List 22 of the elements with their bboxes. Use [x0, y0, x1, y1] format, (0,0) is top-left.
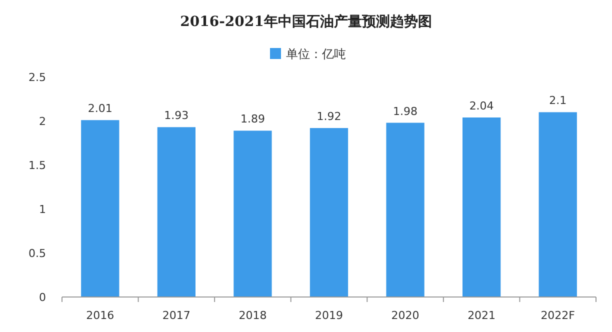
chart-title: 2016-2021年中国石油产量预测趋势图 — [180, 13, 432, 30]
data-label: 2.1 — [549, 94, 567, 108]
data-label: 1.89 — [240, 112, 265, 126]
y-tick-label: 1 — [39, 203, 46, 216]
y-tick-label: 0.5 — [28, 247, 46, 260]
y-tick-label: 2.5 — [28, 71, 46, 84]
y-tick-label: 1.5 — [28, 159, 46, 172]
x-tick-label: 2018 — [238, 309, 267, 322]
x-tick-label: 2020 — [391, 309, 420, 322]
x-tick-label: 2021 — [468, 309, 496, 322]
data-label: 1.93 — [164, 109, 189, 122]
x-tick-label: 2019 — [315, 309, 343, 322]
x-tick-label: 2017 — [162, 309, 190, 322]
x-tick-label: 2022F — [540, 309, 576, 322]
data-label: 1.92 — [316, 110, 342, 124]
x-tick-label: 2016 — [86, 309, 114, 322]
data-label: 2.04 — [469, 99, 494, 112]
data-label: 1.98 — [393, 104, 418, 118]
y-tick-label: 2 — [39, 115, 46, 128]
y-tick-label: 0 — [39, 291, 46, 304]
legend-label: 单位：亿吨 — [286, 47, 346, 61]
data-label: 2.01 — [88, 102, 112, 116]
